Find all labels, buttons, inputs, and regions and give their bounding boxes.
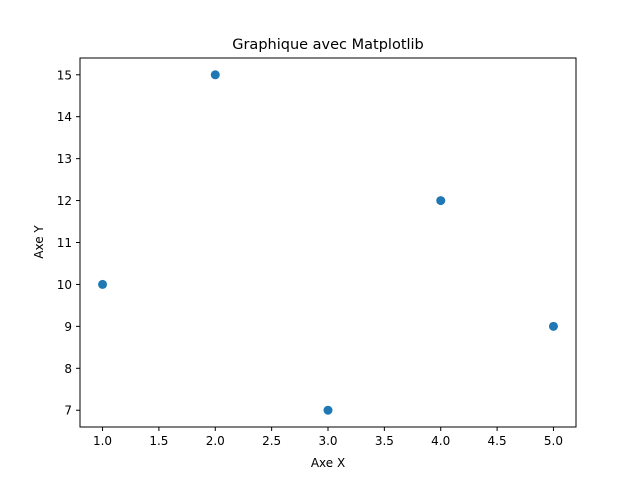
y-tick-label: 7 (64, 404, 72, 418)
y-tick-label: 11 (57, 236, 72, 250)
x-tick-label: 1.0 (93, 434, 112, 448)
y-axis-ticks: 7 8 9 10 11 12 13 14 15 (57, 68, 80, 418)
data-point (98, 279, 108, 289)
data-point (210, 70, 220, 80)
x-axis-ticks: 1.0 1.5 2.0 2.5 3.0 3.5 4.0 4.5 5.0 (93, 427, 563, 448)
x-tick-label: 5.0 (544, 434, 563, 448)
x-tick-label: 3.5 (375, 434, 394, 448)
data-points (98, 70, 558, 415)
y-tick-label: 14 (57, 110, 72, 124)
chart-title: Graphique avec Matplotlib (232, 37, 424, 53)
data-point (548, 321, 558, 331)
y-tick-label: 13 (57, 152, 72, 166)
x-tick-label: 4.5 (488, 434, 507, 448)
y-tick-label: 12 (57, 194, 72, 208)
x-tick-label: 1.5 (149, 434, 168, 448)
y-tick-label: 15 (57, 68, 72, 82)
x-tick-label: 3.0 (318, 434, 337, 448)
x-tick-label: 2.5 (262, 434, 281, 448)
plot-frame (79, 57, 577, 428)
data-point (436, 196, 446, 206)
y-tick-label: 8 (64, 362, 72, 376)
x-tick-label: 4.0 (431, 434, 450, 448)
y-tick-label: 10 (57, 278, 72, 292)
data-point (323, 405, 333, 415)
x-axis-label: Axe X (311, 456, 345, 470)
x-tick-label: 2.0 (206, 434, 225, 448)
y-axis-label: Axe Y (32, 225, 46, 259)
y-tick-label: 9 (64, 320, 72, 334)
